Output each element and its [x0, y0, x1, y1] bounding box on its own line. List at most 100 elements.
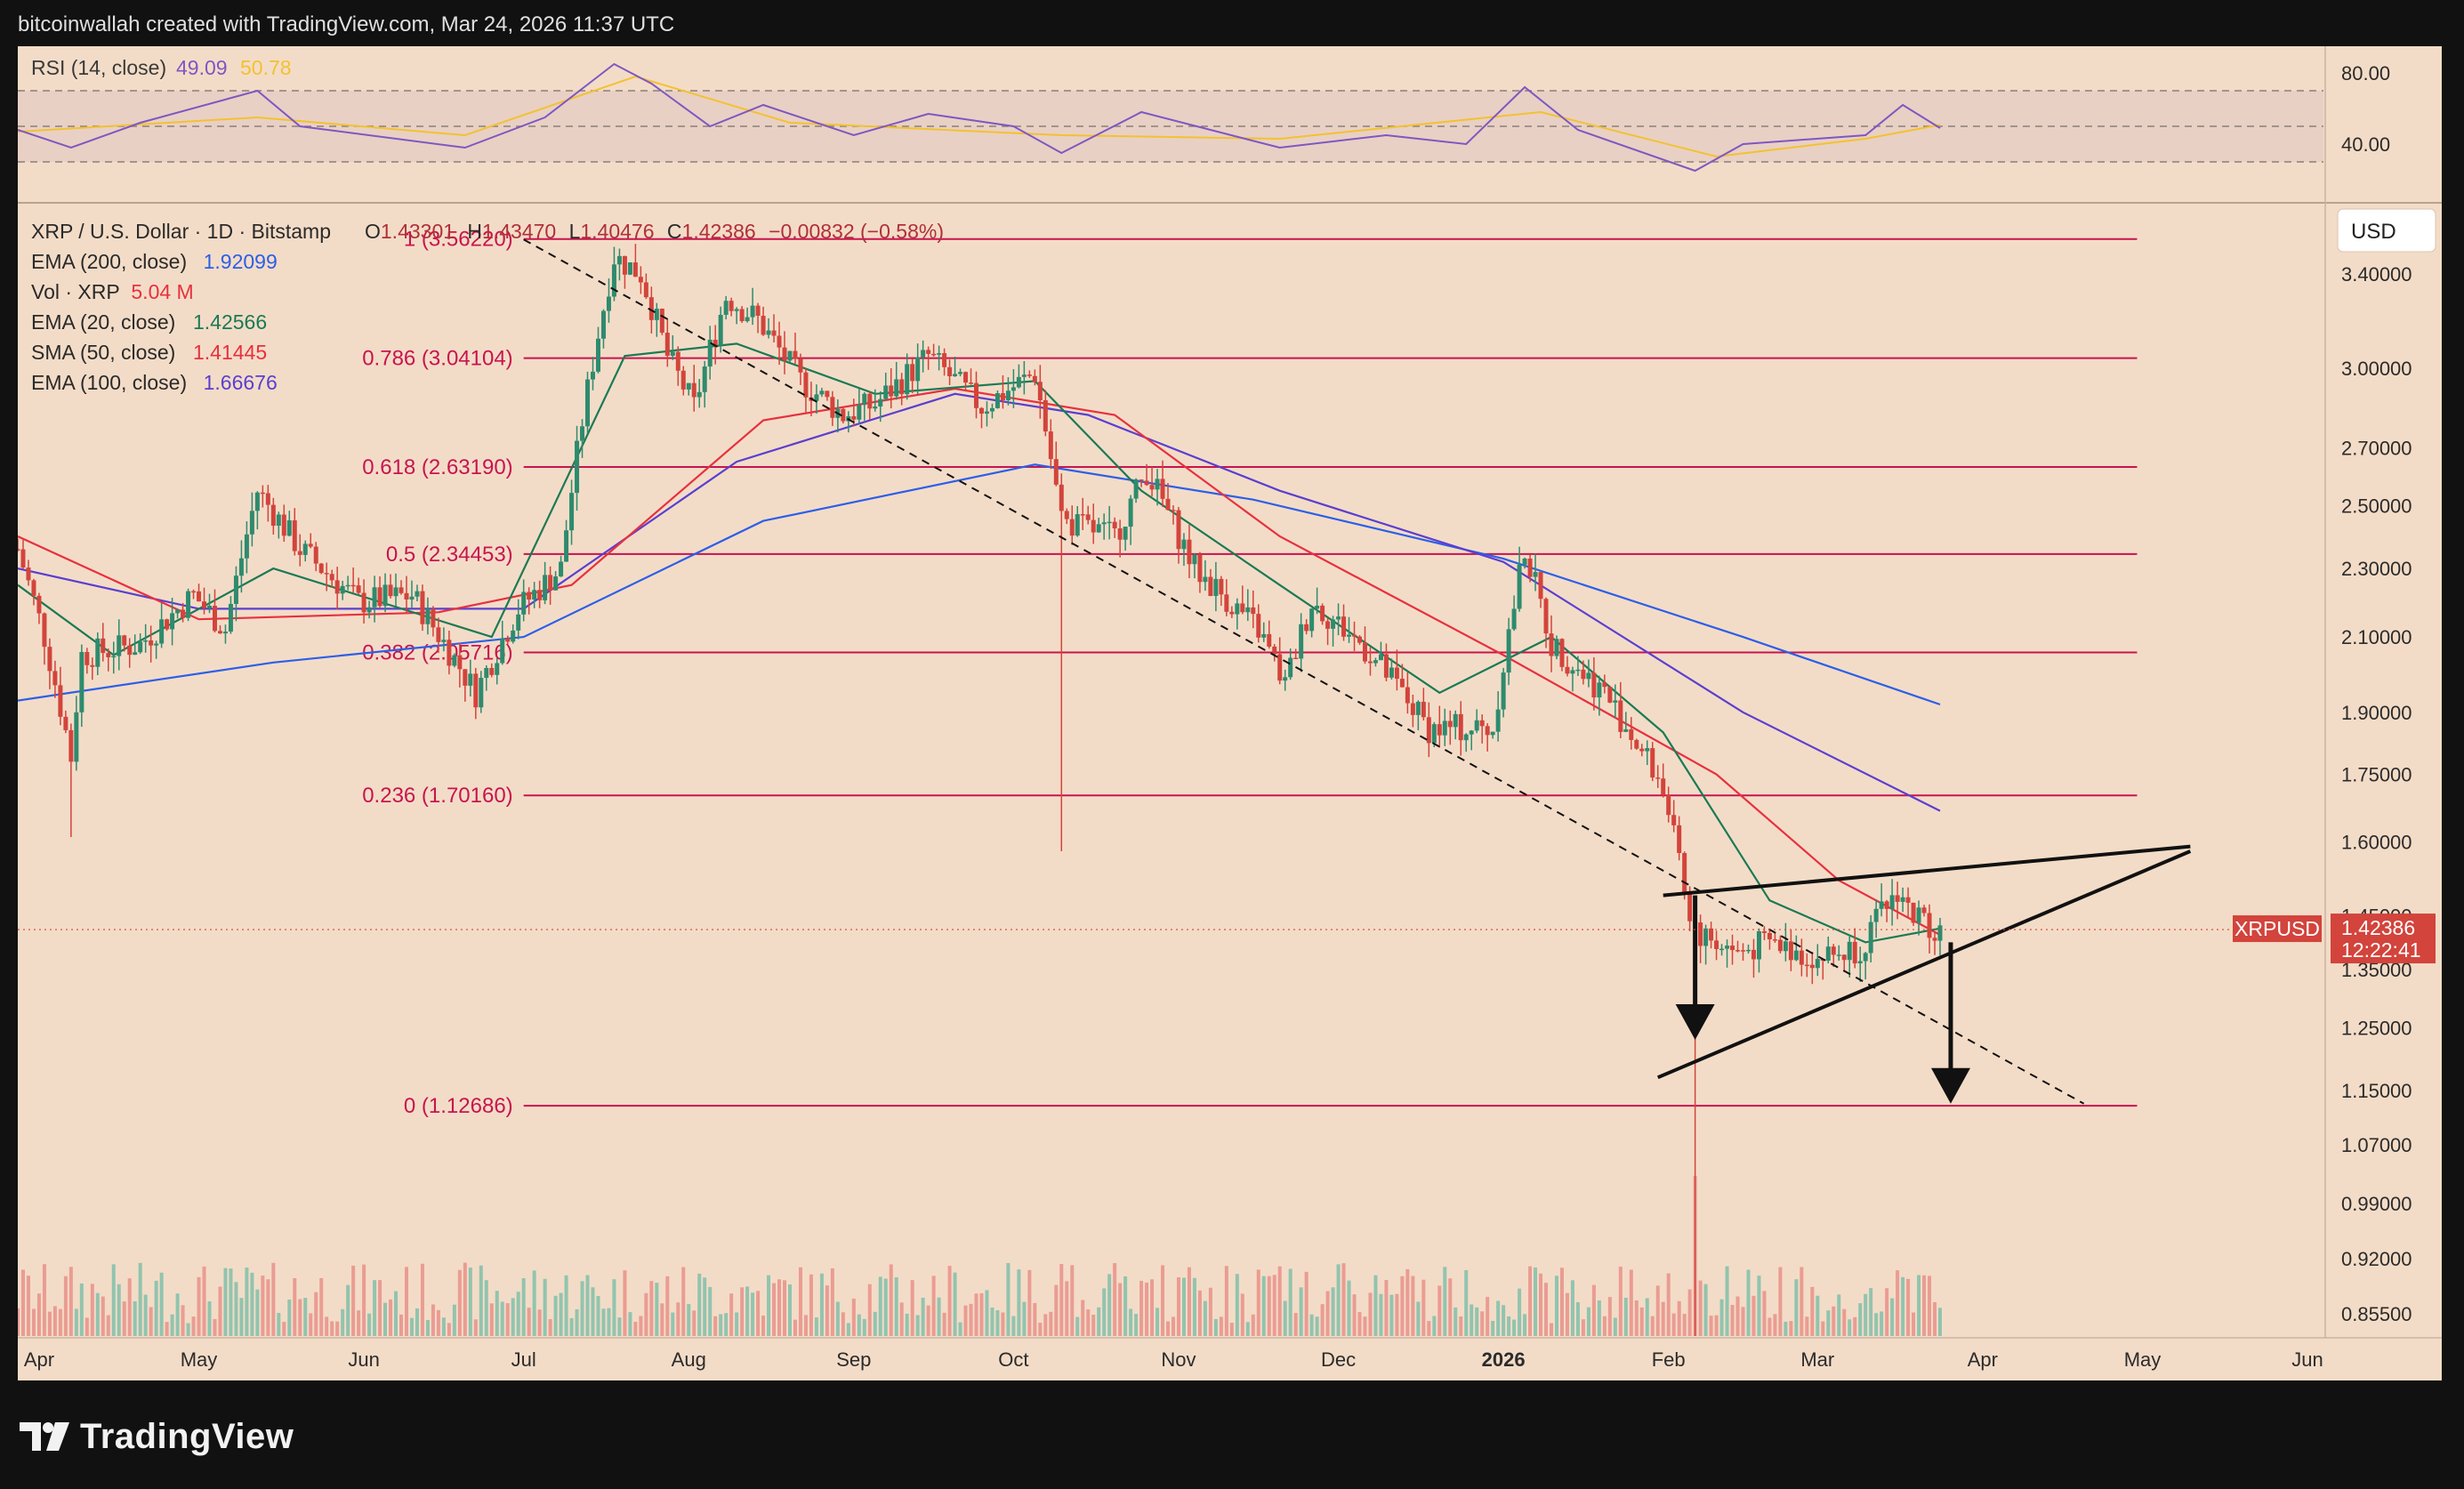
volume-bar	[18, 1308, 20, 1336]
volume-bar	[1150, 1279, 1155, 1336]
volume-bar	[1011, 1316, 1016, 1336]
volume-bar	[1197, 1290, 1202, 1336]
volume-bar	[803, 1315, 808, 1336]
x-axis-band	[18, 1338, 2442, 1380]
volume-bar	[1613, 1317, 1617, 1336]
rsi-tick-label: 80.00	[2341, 62, 2390, 85]
volume-bar	[1139, 1280, 1144, 1336]
volume-bar	[1762, 1291, 1767, 1336]
volume-bar	[692, 1310, 697, 1336]
candle-body	[1485, 726, 1490, 736]
volume-bar	[1299, 1287, 1303, 1336]
candle-body	[1852, 941, 1857, 964]
candle-body	[238, 558, 244, 576]
volume-bar	[676, 1302, 680, 1336]
candle-body	[1730, 946, 1735, 951]
volume-bar	[213, 1318, 217, 1336]
volume-bar	[271, 1262, 276, 1336]
candle-body	[978, 407, 984, 415]
candle-body	[441, 640, 447, 642]
candle-body	[1698, 922, 1703, 946]
candle-body	[1256, 614, 1261, 638]
trendline-descending	[523, 238, 2085, 1105]
volume-bar	[1453, 1307, 1458, 1336]
candle-body	[1005, 390, 1011, 401]
volume-bar	[1470, 1304, 1474, 1336]
candlesticks	[18, 244, 1943, 1336]
candle-body	[616, 255, 622, 265]
volume-bar	[1586, 1307, 1590, 1336]
volume-bar	[122, 1301, 126, 1336]
volume-bar	[1874, 1313, 1879, 1336]
candle-body	[165, 619, 170, 630]
candle-body	[202, 601, 207, 608]
volume-bar	[1443, 1267, 1447, 1336]
candle-body	[95, 638, 101, 667]
indicator-legend: EMA (200, close) 1.92099 Vol · XRP 5.04 M EM…	[31, 250, 278, 394]
volume-bar	[814, 1317, 818, 1336]
volume-bar	[1554, 1276, 1558, 1336]
candle-body	[1661, 778, 1666, 795]
volume-bar	[1629, 1269, 1633, 1336]
volume-bar	[463, 1262, 467, 1336]
candle-body	[1133, 479, 1139, 499]
candle-body	[350, 584, 356, 587]
volume-bar	[1293, 1313, 1298, 1336]
candle-body	[1458, 713, 1463, 741]
volume-bar	[239, 1298, 244, 1336]
volume-bar	[985, 1290, 989, 1336]
volume-bar	[1703, 1284, 1708, 1336]
candle-body	[1389, 667, 1394, 678]
volume-bar	[1427, 1321, 1431, 1336]
volume-bar	[36, 1293, 41, 1336]
candle-body	[1288, 657, 1293, 678]
volume-bar	[468, 1268, 472, 1336]
candle-body	[1016, 376, 1021, 388]
candle-body	[1863, 953, 1868, 962]
volume-bar	[1033, 1302, 1037, 1336]
volume-bar	[1682, 1314, 1687, 1336]
currency-button[interactable]	[2337, 208, 2436, 253]
volume-bar	[1325, 1291, 1330, 1336]
candle-body	[181, 609, 186, 618]
y-tick-label: 0.85500	[2341, 1303, 2412, 1325]
volume-bar	[1017, 1269, 1021, 1336]
volume-bar	[1459, 1316, 1463, 1336]
volume-bar	[351, 1265, 356, 1336]
volume-bar	[1437, 1285, 1442, 1336]
candle-body	[984, 411, 989, 415]
candle-body	[1682, 853, 1687, 893]
candle-body	[1267, 633, 1272, 647]
candle-body	[1788, 941, 1793, 961]
candle-body	[276, 514, 281, 527]
candle-body	[1251, 607, 1256, 615]
volume-bar	[591, 1287, 595, 1336]
trendlines	[523, 238, 2192, 1105]
price-chart[interactable]: 1 (3.56220) 0.786 (3.04104) 0.618 (2.63190…	[18, 46, 2442, 1380]
volume-bar	[1213, 1318, 1218, 1336]
volume-bar	[729, 1293, 734, 1336]
volume-bar	[1421, 1279, 1426, 1336]
candle-body	[1677, 825, 1682, 854]
candle-body	[1517, 564, 1522, 609]
candle-body	[1772, 939, 1777, 941]
volume-bar	[1634, 1300, 1639, 1336]
candle-body	[1565, 666, 1570, 674]
volume-bar	[357, 1310, 361, 1336]
candle-body	[1761, 930, 1767, 933]
volume-bar	[1320, 1304, 1325, 1336]
volume-bar	[202, 1266, 206, 1336]
volume-bar	[559, 1292, 563, 1336]
candle-body	[1069, 519, 1075, 536]
volume-bar	[229, 1268, 233, 1336]
x-tick-label: Apr	[24, 1348, 54, 1371]
volume-bar	[415, 1308, 419, 1336]
volume-bar	[777, 1279, 782, 1336]
candle-body	[1352, 634, 1357, 637]
candle-body	[766, 330, 771, 335]
chart-panel[interactable]: 1 (3.56220) 0.786 (3.04104) 0.618 (2.63190…	[18, 46, 2442, 1380]
volume-bar	[1597, 1300, 1601, 1336]
candle-body	[1463, 734, 1469, 741]
candle-body	[1128, 498, 1133, 527]
candle-body	[1575, 669, 1581, 672]
